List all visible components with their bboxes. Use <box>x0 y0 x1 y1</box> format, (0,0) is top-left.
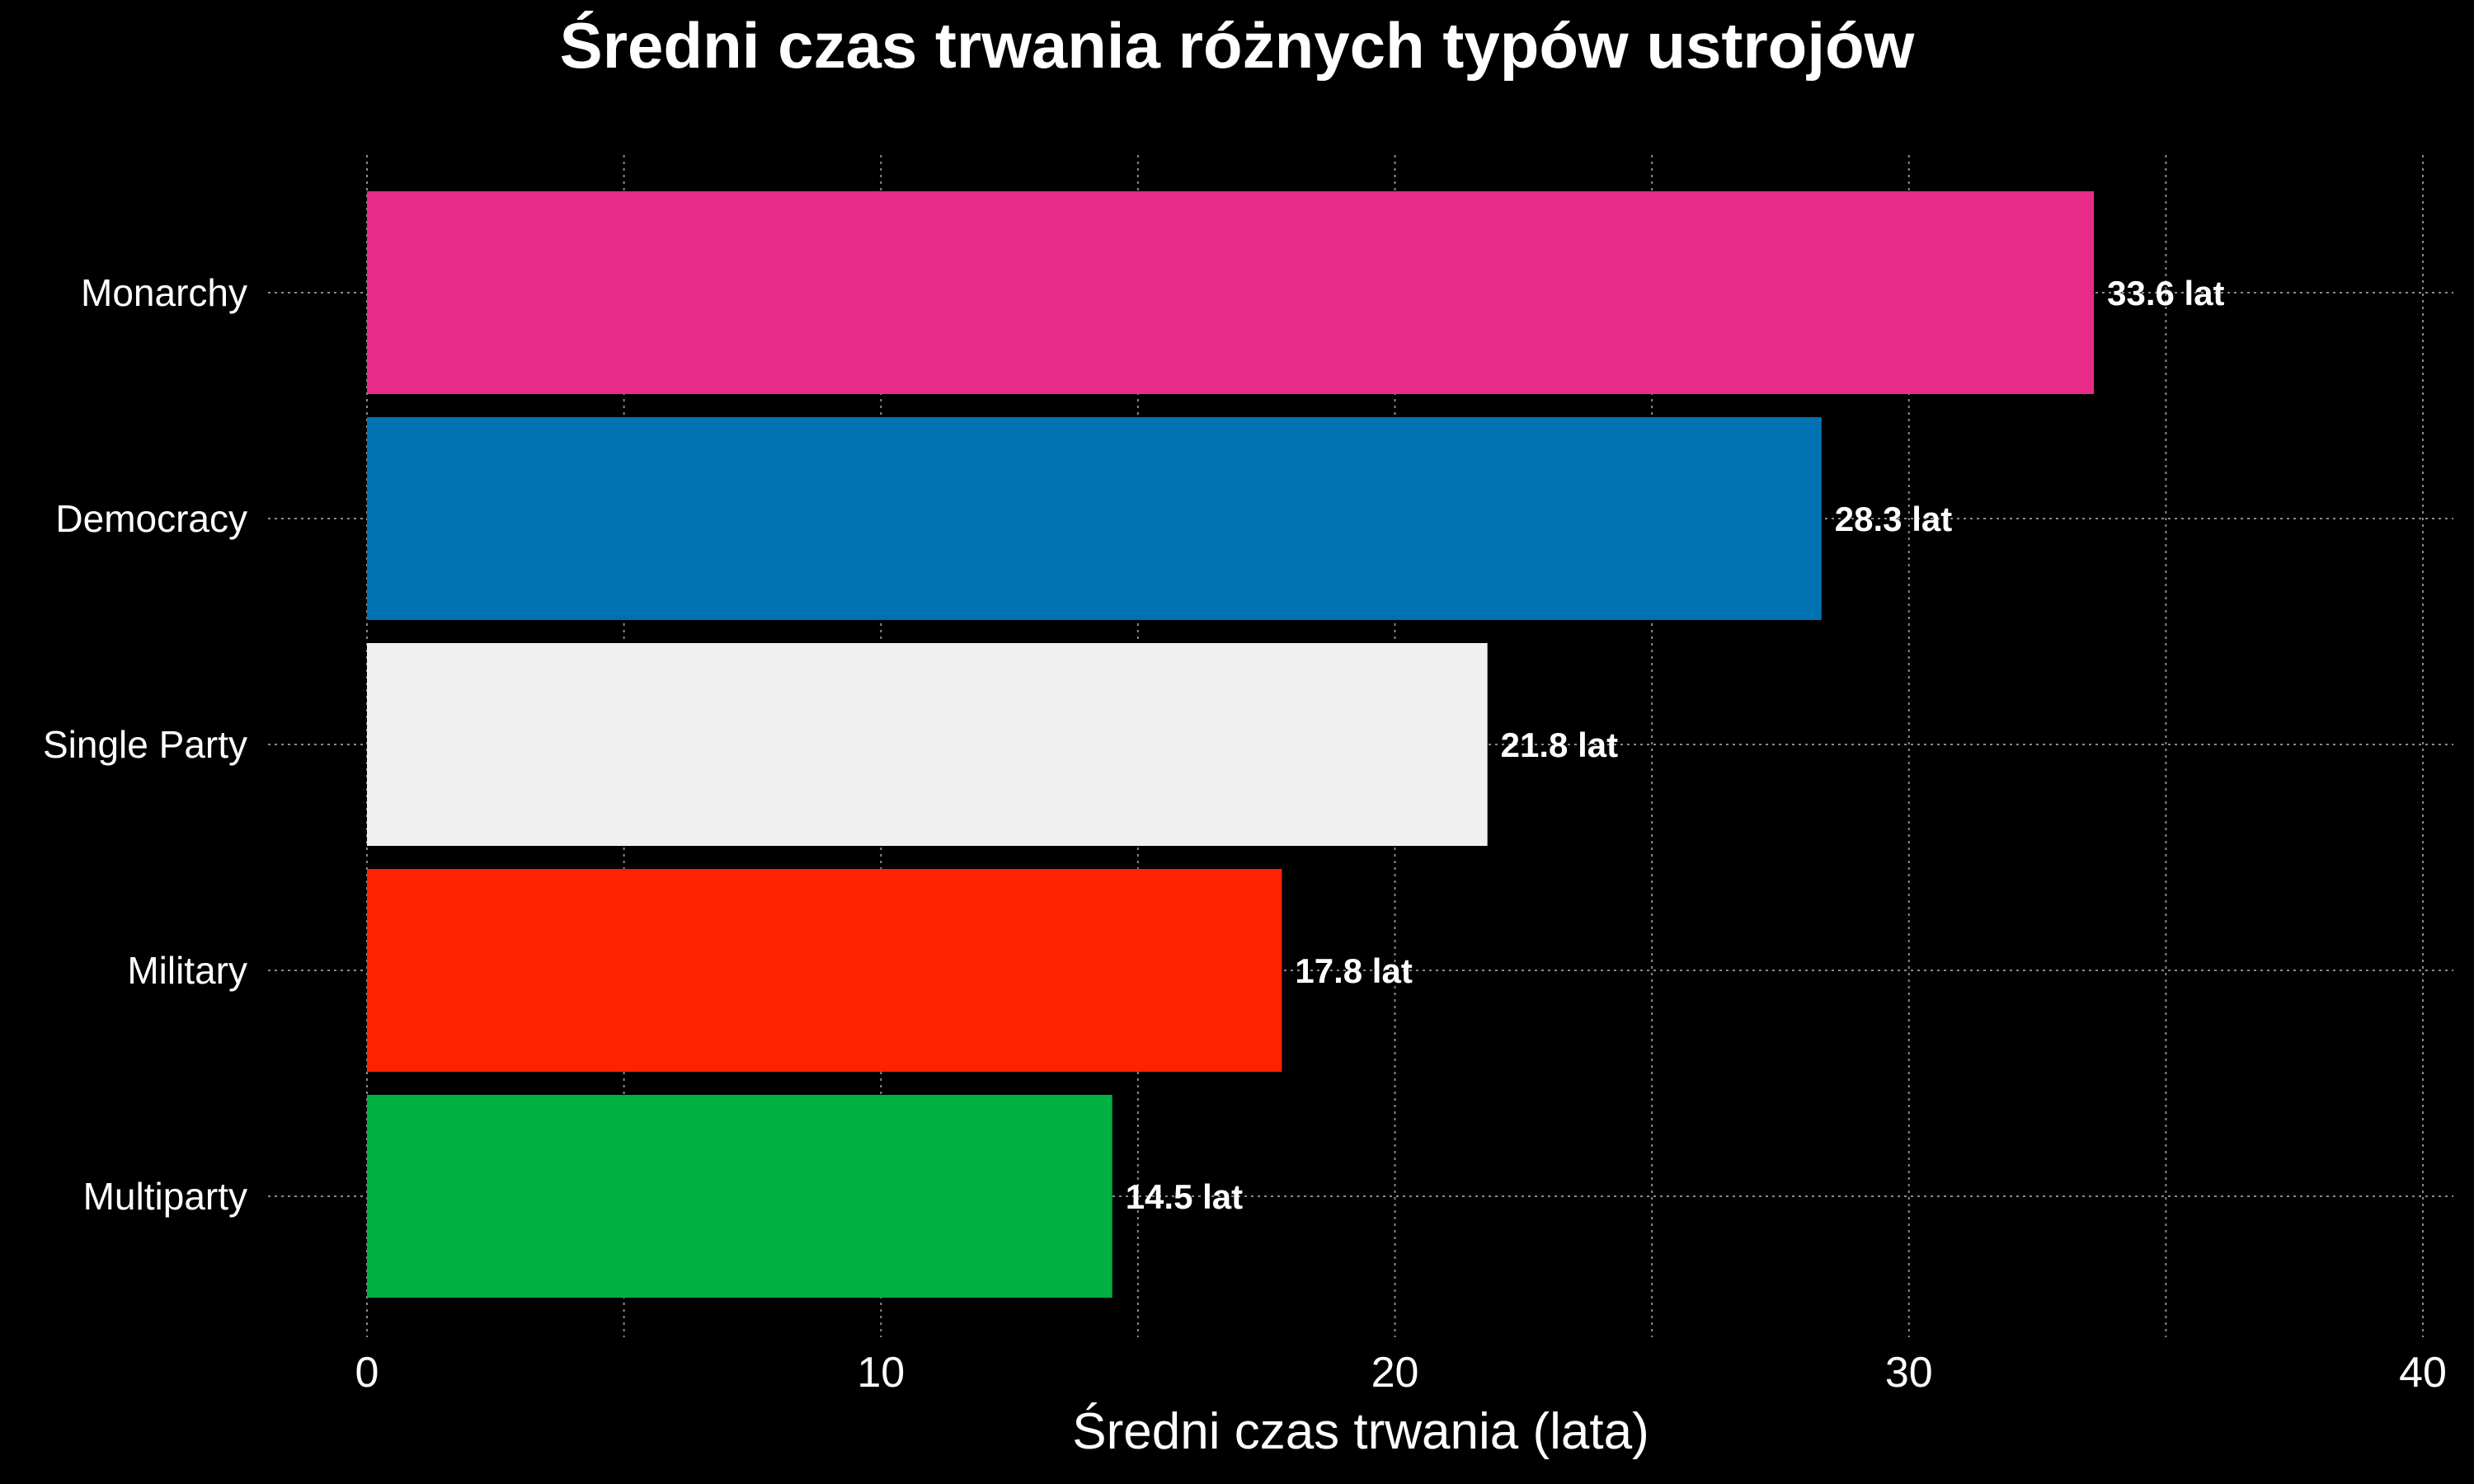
bar-democracy <box>367 417 1822 620</box>
data-labels: 33.6 lat 28.3 lat 21.8 lat 17.8 lat 14.5 lat <box>1126 274 2225 1216</box>
data-label: 33.6 lat <box>2107 274 2224 312</box>
x-tick-label: 10 <box>857 1349 905 1397</box>
y-tick-label: Military <box>127 949 247 992</box>
data-label: 21.8 lat <box>1501 726 1618 764</box>
x-axis-label: Średni czas trwania (lata) <box>1072 1403 1649 1460</box>
chart-title: Średni czas trwania różnych typów ustroj… <box>560 9 1915 82</box>
bar-multiparty <box>367 1095 1112 1298</box>
y-tick-label: Multiparty <box>83 1175 247 1218</box>
y-tick-label: Monarchy <box>81 271 247 314</box>
x-tick-label: 20 <box>1371 1349 1419 1397</box>
x-axis-ticks: 0 10 20 30 40 <box>355 1349 2447 1397</box>
data-label: 17.8 lat <box>1295 951 1412 990</box>
y-axis-ticks: Monarchy Democracy Single Party Military Mul… <box>43 271 247 1218</box>
y-tick-label: Democracy <box>55 497 247 540</box>
bars <box>367 191 2095 1298</box>
data-label: 28.3 lat <box>1835 500 1952 538</box>
x-tick-label: 40 <box>2399 1349 2447 1397</box>
x-tick-label: 0 <box>355 1349 379 1397</box>
bar-military <box>367 869 1282 1072</box>
bar-monarchy <box>367 191 2095 394</box>
data-label: 14.5 lat <box>1126 1177 1243 1216</box>
x-tick-label: 30 <box>1885 1349 1933 1397</box>
bar-single-party <box>367 643 1488 846</box>
y-tick-label: Single Party <box>43 723 247 766</box>
